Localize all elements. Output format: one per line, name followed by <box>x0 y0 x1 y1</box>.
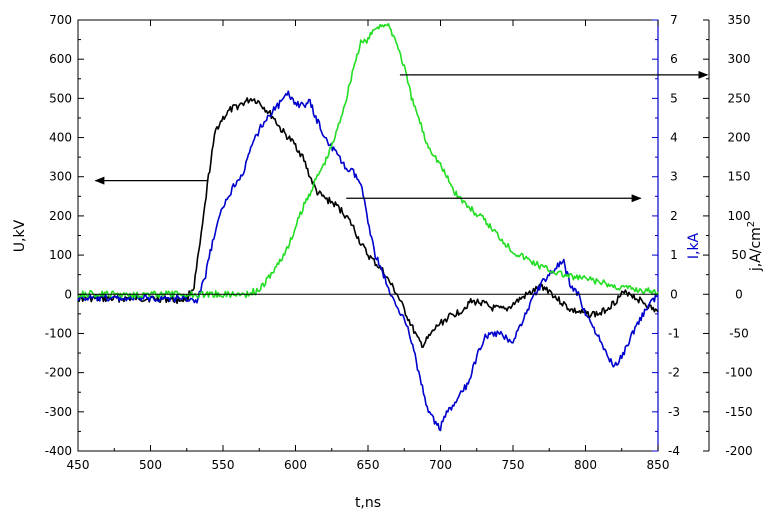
y-tick-label-j: 50 <box>731 248 746 262</box>
x-tick-label: 700 <box>429 458 452 472</box>
x-tick-label: 450 <box>67 458 90 472</box>
y-tick-label-j: -150 <box>725 405 752 419</box>
x-tick-label: 650 <box>357 458 380 472</box>
x-tick-label: 750 <box>502 458 525 472</box>
y-tick-label-U: 600 <box>49 52 72 66</box>
series-layer <box>77 22 659 432</box>
y-axis-label-j: j,A/cm2 <box>746 221 764 272</box>
y-tick-label-j: 200 <box>728 131 751 145</box>
y-tick-label-I: 1 <box>670 248 678 262</box>
tick-layer: 450 500 550 600 650 700 750 800 850-400-300-200-… <box>45 13 753 472</box>
y-tick-label-I: -3 <box>668 405 680 419</box>
y-tick-label-I: -1 <box>668 326 680 340</box>
y-tick-label-U: -100 <box>45 326 72 340</box>
y-tick-label-U: -200 <box>45 366 72 380</box>
y-tick-label-j: 150 <box>728 170 751 184</box>
y-tick-label-I: 6 <box>670 52 678 66</box>
y-axis-label-I: I,kA <box>686 232 702 259</box>
y-tick-label-U: 700 <box>49 13 72 27</box>
y-tick-label-U: 400 <box>49 131 72 145</box>
y-tick-label-I: -2 <box>668 366 680 380</box>
y-axis-label-j-text: j,A/cm <box>748 227 764 272</box>
plot-frame <box>77 19 659 452</box>
y-tick-label-j: 250 <box>728 91 751 105</box>
y-tick-label-I: 3 <box>670 170 678 184</box>
y-tick-label-j: -200 <box>725 444 752 458</box>
y-tick-label-U: 200 <box>49 209 72 223</box>
y-tick-label-U: 300 <box>49 170 72 184</box>
y-tick-label-j: 100 <box>728 209 751 223</box>
y-tick-label-U: 0 <box>64 287 72 301</box>
x-tick-label: 850 <box>647 458 670 472</box>
y-tick-label-I: 7 <box>670 13 678 27</box>
y-axis-label-j-sup: 2 <box>746 221 757 227</box>
y-tick-label-j: 0 <box>735 287 743 301</box>
x-tick-label: 800 <box>574 458 597 472</box>
y-tick-label-U: -300 <box>45 405 72 419</box>
x-tick-label: 500 <box>139 458 162 472</box>
y-tick-label-I: 0 <box>670 287 678 301</box>
y-tick-label-I: -4 <box>668 444 680 458</box>
series-line-j <box>77 22 659 299</box>
y-tick-label-U: 500 <box>49 91 72 105</box>
x-axis-label: t,ns <box>355 495 381 511</box>
x-tick-label: 600 <box>284 458 307 472</box>
series-line-I <box>77 90 659 432</box>
y-tick-label-j: -100 <box>725 366 752 380</box>
y-tick-label-j: -50 <box>729 326 749 340</box>
y-tick-label-U: -400 <box>45 444 72 458</box>
y-tick-label-U: 100 <box>49 248 72 262</box>
annotation-layer <box>78 70 709 295</box>
x-tick-label: 550 <box>212 458 235 472</box>
y-tick-label-I: 2 <box>670 209 678 223</box>
y-tick-label-j: 300 <box>728 52 751 66</box>
y-axis-label-U: U,kV <box>12 219 28 252</box>
y-tick-label-I: 4 <box>670 131 678 145</box>
y-tick-label-j: 350 <box>728 13 751 27</box>
y-tick-label-I: 5 <box>670 91 678 105</box>
